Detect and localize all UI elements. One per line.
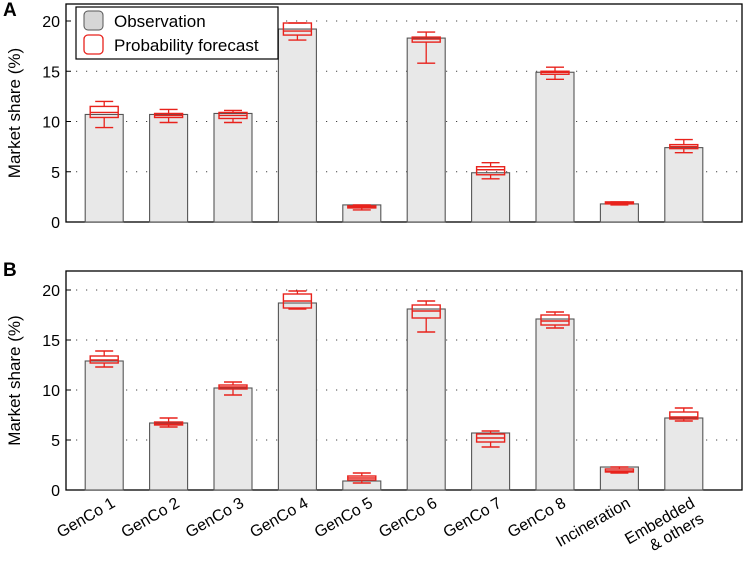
forecast-box: [475, 166, 506, 176]
observation-bar: [213, 387, 253, 491]
x-category-label-line: GenCo 1: [54, 495, 118, 542]
forecast-box: [540, 314, 570, 326]
observation-bar: [535, 71, 575, 223]
forecast-box: [282, 22, 313, 36]
observation-bar: [149, 422, 189, 491]
x-category-label: GenCo 3: [183, 495, 247, 542]
x-category-label: GenCo 2: [119, 495, 183, 542]
legend-forecast-swatch: [83, 34, 104, 55]
legend-frame: [75, 6, 279, 60]
legend-observation-swatch: [83, 10, 104, 31]
x-category-label-line: GenCo 2: [119, 495, 183, 542]
panel-label: B: [3, 260, 17, 281]
panel-a: 0 5 10 15 20 Market share (%) A: [3, 0, 743, 232]
x-category-label: GenCo 4: [247, 495, 311, 542]
observation-bar: [149, 113, 189, 223]
x-category-label: GenCo 7: [441, 495, 505, 542]
observation-bar: [84, 360, 124, 491]
y-tick-label: 15: [42, 333, 60, 350]
observation-bar: [664, 147, 704, 223]
y-axis-label: Market share (%): [5, 48, 24, 178]
y-tick-label: 0: [51, 215, 60, 232]
observation-bar: [277, 302, 317, 491]
observation-bar: [599, 203, 639, 223]
y-tick-label: 10: [42, 383, 60, 400]
observation-bar: [277, 28, 317, 223]
x-category-label: GenCo 5: [312, 495, 376, 542]
x-category-label-line: GenCo 4: [247, 495, 311, 542]
y-tick-label: 15: [42, 64, 60, 81]
panel-b: 0 5 10 15 20 Market share (%) B: [3, 260, 743, 500]
panel-label: A: [3, 0, 17, 21]
observation-bar: [664, 417, 704, 491]
y-tick-label: 20: [42, 283, 60, 300]
x-category-label-line: GenCo 3: [183, 495, 247, 542]
observation-bar: [406, 308, 446, 491]
forecast-box: [669, 411, 699, 420]
legend-forecast-label: Probability forecast: [114, 36, 259, 55]
x-axis-category-labels: GenCo 1 GenCo 2 GenCo 3 GenCo 4 GenCo 5 GenCo…: [54, 495, 707, 564]
x-category-label: GenCo 1: [54, 495, 118, 542]
legend: Observation Probability forecast: [75, 6, 279, 60]
y-tick-label: 5: [51, 433, 60, 450]
y-axis-label: Market share (%): [5, 315, 24, 445]
x-category-label: GenCo 6: [376, 495, 440, 542]
observation-bar: [406, 37, 446, 223]
y-tick-label: 5: [51, 165, 60, 182]
plot-frame: [65, 270, 743, 491]
observation-bar: [535, 318, 575, 491]
observation-bar: [213, 112, 253, 223]
plot-frame: [65, 3, 743, 223]
y-tick-label: 10: [42, 115, 60, 132]
x-category-label-line: GenCo 5: [312, 495, 376, 542]
y-tick-label: 20: [42, 14, 60, 31]
y-tick-label: 0: [51, 483, 60, 500]
observation-bar: [471, 172, 511, 223]
x-category-label-line: GenCo 6: [376, 495, 440, 542]
observation-bar: [84, 113, 124, 223]
x-category-label: Embedded& others: [622, 495, 707, 564]
x-category-label-line: GenCo 7: [441, 495, 505, 542]
legend-observation-label: Observation: [114, 12, 206, 31]
